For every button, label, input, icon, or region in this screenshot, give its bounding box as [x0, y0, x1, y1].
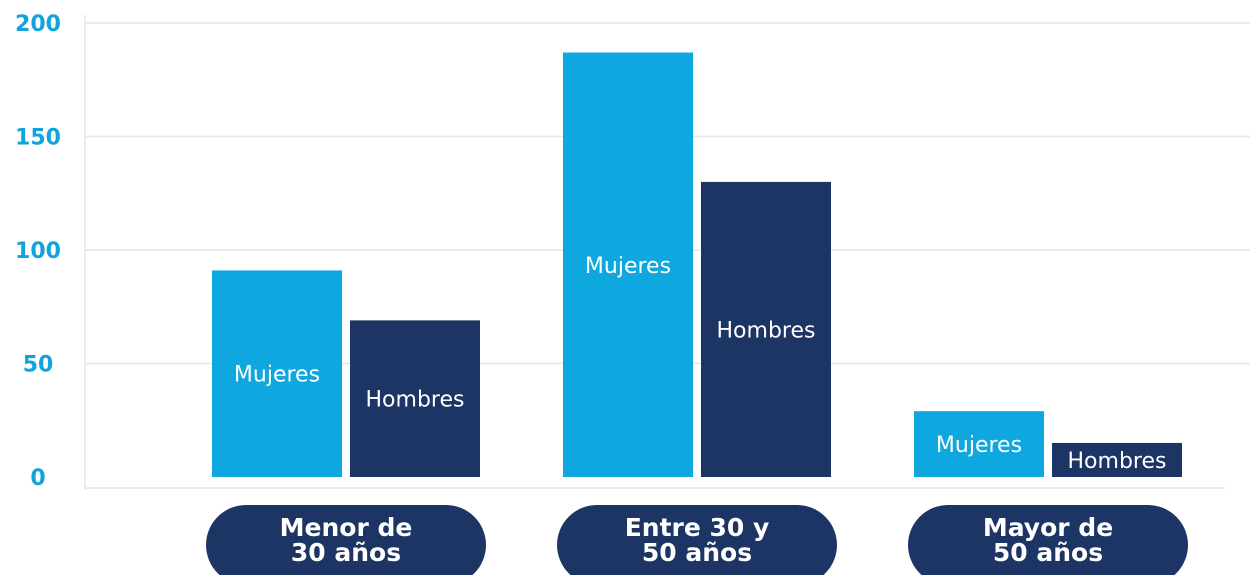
bar — [701, 181, 831, 477]
y-tick-label: 50 — [23, 353, 54, 378]
bar — [563, 52, 693, 477]
y-tick-label: 150 — [15, 126, 61, 151]
bar-label: Hombres — [1068, 449, 1167, 474]
category-label: Menor de 30 años — [206, 505, 486, 575]
bar — [1052, 442, 1182, 477]
bar — [212, 270, 342, 477]
bar-label: Mujeres — [936, 433, 1022, 458]
bar — [914, 411, 1044, 477]
bar-label: Hombres — [366, 388, 465, 413]
y-tick-label: 200 — [15, 12, 61, 37]
y-tick-label: 100 — [15, 239, 61, 264]
bar-label: Hombres — [717, 318, 816, 343]
bar-label: Mujeres — [585, 254, 671, 279]
category-label: Mayor de 50 años — [908, 505, 1188, 575]
bar — [350, 320, 480, 477]
y-tick-label: 0 — [30, 466, 45, 491]
bar-label: Mujeres — [234, 363, 320, 388]
category-label: Entre 30 y 50 años — [557, 505, 837, 575]
